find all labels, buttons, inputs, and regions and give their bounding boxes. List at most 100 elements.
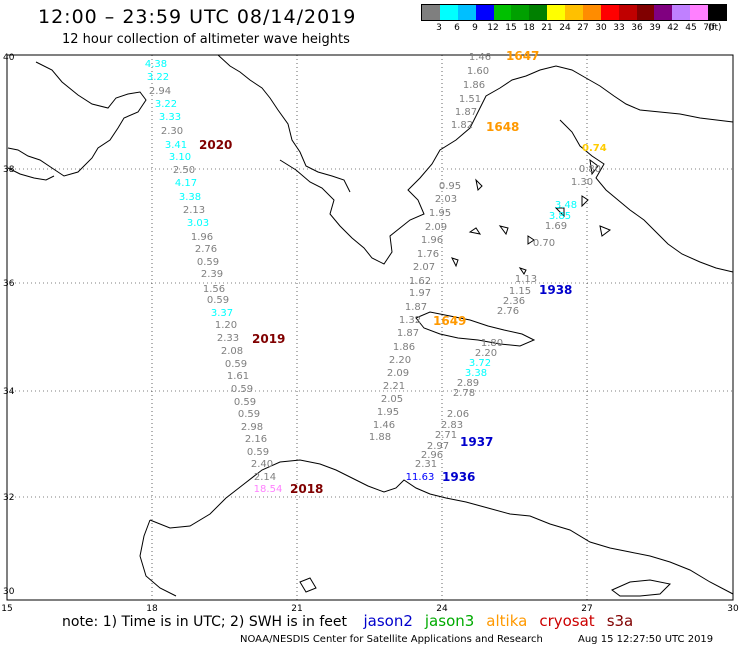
wave-height-value: 0.59 bbox=[207, 295, 229, 306]
wave-height-value: 1.95 bbox=[429, 208, 451, 219]
scale-swatch bbox=[529, 5, 548, 20]
wave-height-value: 1.62 bbox=[409, 276, 431, 287]
scale-label: (ft) bbox=[707, 23, 722, 33]
note-text: note: 1) Time is in UTC; 2) SWH is in fe… bbox=[62, 614, 348, 630]
wave-height-value: 18.54 bbox=[254, 484, 283, 495]
wave-height-value: 1.88 bbox=[369, 432, 391, 443]
track-pass-label: 1936 bbox=[442, 470, 475, 484]
scale-swatch bbox=[636, 5, 655, 20]
satellite-legend: jason2 jason3 altika cryosat s3a bbox=[351, 612, 634, 630]
wave-height-observations: 4.38 3.22 2.94 3.22 3.33 2.30 3.413.10 2.50 4.17… bbox=[145, 52, 601, 495]
coastline-libya-egypt bbox=[149, 459, 734, 595]
color-scale-labels: 3 6 9 12 15 18 21 24 27 30 33 36 39 42 45 70 (ft) bbox=[421, 21, 727, 33]
coastline-cyprus bbox=[611, 579, 672, 597]
wave-height-value: 3.03 bbox=[187, 218, 209, 229]
wave-height-value: 2.31 bbox=[415, 459, 437, 470]
track-pass-label: 2019 bbox=[252, 332, 285, 346]
scale-swatch bbox=[457, 5, 476, 20]
track-labels: 2020 2019 2018 1647 1648 1649 1938 1937 1936 0.74 bbox=[199, 49, 607, 496]
scale-swatch bbox=[439, 5, 458, 20]
wave-height-value: 2.09 bbox=[425, 222, 447, 233]
longitude-label: 24 bbox=[436, 604, 448, 614]
wave-height-value: 2.76 bbox=[195, 244, 217, 255]
wave-height-value: 2.97 bbox=[427, 441, 449, 452]
wave-height-value: 2.08 bbox=[221, 346, 243, 357]
scale-label: 70 bbox=[703, 23, 715, 33]
wave-height-value: 2.13 bbox=[183, 205, 205, 216]
wave-height-value: 1.97 bbox=[409, 288, 431, 299]
scale-label: 3 bbox=[436, 23, 442, 33]
scale-swatch bbox=[654, 5, 673, 20]
wave-height-value: 0.59 bbox=[234, 397, 256, 408]
wave-height-value: 3.85 bbox=[549, 211, 571, 222]
wave-height-value: 1.87 bbox=[455, 107, 477, 118]
coastline-calabria bbox=[7, 167, 55, 181]
wave-height-value: 2.33 bbox=[217, 333, 239, 344]
scale-label: 12 bbox=[487, 23, 499, 33]
latitude-label: 32 bbox=[3, 493, 14, 503]
wave-height-value: 1.30 bbox=[571, 177, 593, 188]
wave-height-value: 2.96 bbox=[421, 450, 443, 461]
wave-height-value: 2.20 bbox=[475, 348, 497, 359]
track-pass-label: 1938 bbox=[539, 283, 572, 297]
wave-height-value: 2.07 bbox=[413, 262, 435, 273]
wave-height-value: 1.95 bbox=[377, 407, 399, 418]
scale-label: 30 bbox=[595, 23, 607, 33]
scale-label: 27 bbox=[577, 23, 589, 33]
latitude-label: 30 bbox=[3, 587, 15, 597]
coastline-islands bbox=[299, 158, 612, 593]
wave-height-value: 3.72 bbox=[469, 358, 491, 369]
wave-height-value: 2.14 bbox=[254, 472, 276, 483]
scale-swatch bbox=[493, 5, 512, 20]
satellite-legend-item: jason2 bbox=[363, 612, 413, 630]
coastline-crete bbox=[415, 311, 536, 347]
scale-swatch bbox=[582, 5, 601, 20]
scale-label: 36 bbox=[631, 23, 643, 33]
coastline-greece bbox=[279, 65, 734, 265]
longitude-labels: 15 18 21 24 27 30 bbox=[1, 604, 739, 614]
longitude-label: 30 bbox=[727, 604, 739, 614]
wave-height-value: 1.87 bbox=[397, 328, 419, 339]
wave-height-value: 0.59 bbox=[225, 359, 247, 370]
wave-height-value: 0.70 bbox=[533, 238, 555, 249]
latitude-label: 36 bbox=[3, 279, 15, 289]
wave-height-value: 2.71 bbox=[435, 430, 457, 441]
wave-height-value: 2.03 bbox=[435, 194, 457, 205]
wave-height-value: 3.38 bbox=[179, 192, 201, 203]
wave-height-value: 11.63 bbox=[406, 472, 435, 483]
wave-height-value: 1.15 bbox=[509, 286, 531, 297]
scale-swatch bbox=[708, 5, 726, 20]
map-frame bbox=[6, 54, 734, 601]
satellite-legend-item: altika bbox=[486, 612, 528, 630]
wave-height-value: 1.80 bbox=[481, 338, 503, 349]
track-pass-label: 1647 bbox=[506, 49, 539, 63]
scale-label: 18 bbox=[523, 23, 535, 33]
wave-height-value: 3.22 bbox=[155, 99, 177, 110]
longitude-label: 15 bbox=[1, 604, 12, 614]
wave-height-color-scale: 3 6 9 12 15 18 21 24 27 30 33 36 39 42 45 70 (ft) bbox=[421, 4, 727, 33]
wave-height-value: 1.60 bbox=[467, 66, 489, 77]
wave-height-value: 1.32 bbox=[399, 315, 421, 326]
satellite-legend-item: s3a bbox=[606, 612, 634, 630]
scale-label: 9 bbox=[472, 23, 478, 33]
track-pass-label: 1648 bbox=[486, 120, 519, 134]
wave-height-value: 2.50 bbox=[173, 165, 195, 176]
longitude-label: 27 bbox=[581, 604, 592, 614]
scale-swatch bbox=[672, 5, 691, 20]
wave-height-value: 4.17 bbox=[175, 178, 197, 189]
wave-height-value: 2.76 bbox=[497, 306, 519, 317]
wave-height-value: 1.87 bbox=[405, 302, 427, 313]
wave-height-value: 1.86 bbox=[393, 342, 415, 353]
wave-height-value: 2.78 bbox=[453, 388, 475, 399]
wave-height-value: 2.94 bbox=[149, 86, 171, 97]
map-title: 12:00 – 23:59 UTC 08/14/2019 bbox=[38, 6, 357, 28]
wave-height-value: 3.33 bbox=[159, 112, 181, 123]
scale-swatch bbox=[547, 5, 565, 20]
wave-height-value: 1.61 bbox=[227, 371, 249, 382]
scale-label: 24 bbox=[559, 23, 571, 33]
wave-height-value: 0.80 bbox=[579, 164, 601, 175]
longitude-label: 18 bbox=[146, 604, 158, 614]
wave-height-value: 0.59 bbox=[238, 409, 260, 420]
wave-height-value: 3.37 bbox=[211, 308, 233, 319]
